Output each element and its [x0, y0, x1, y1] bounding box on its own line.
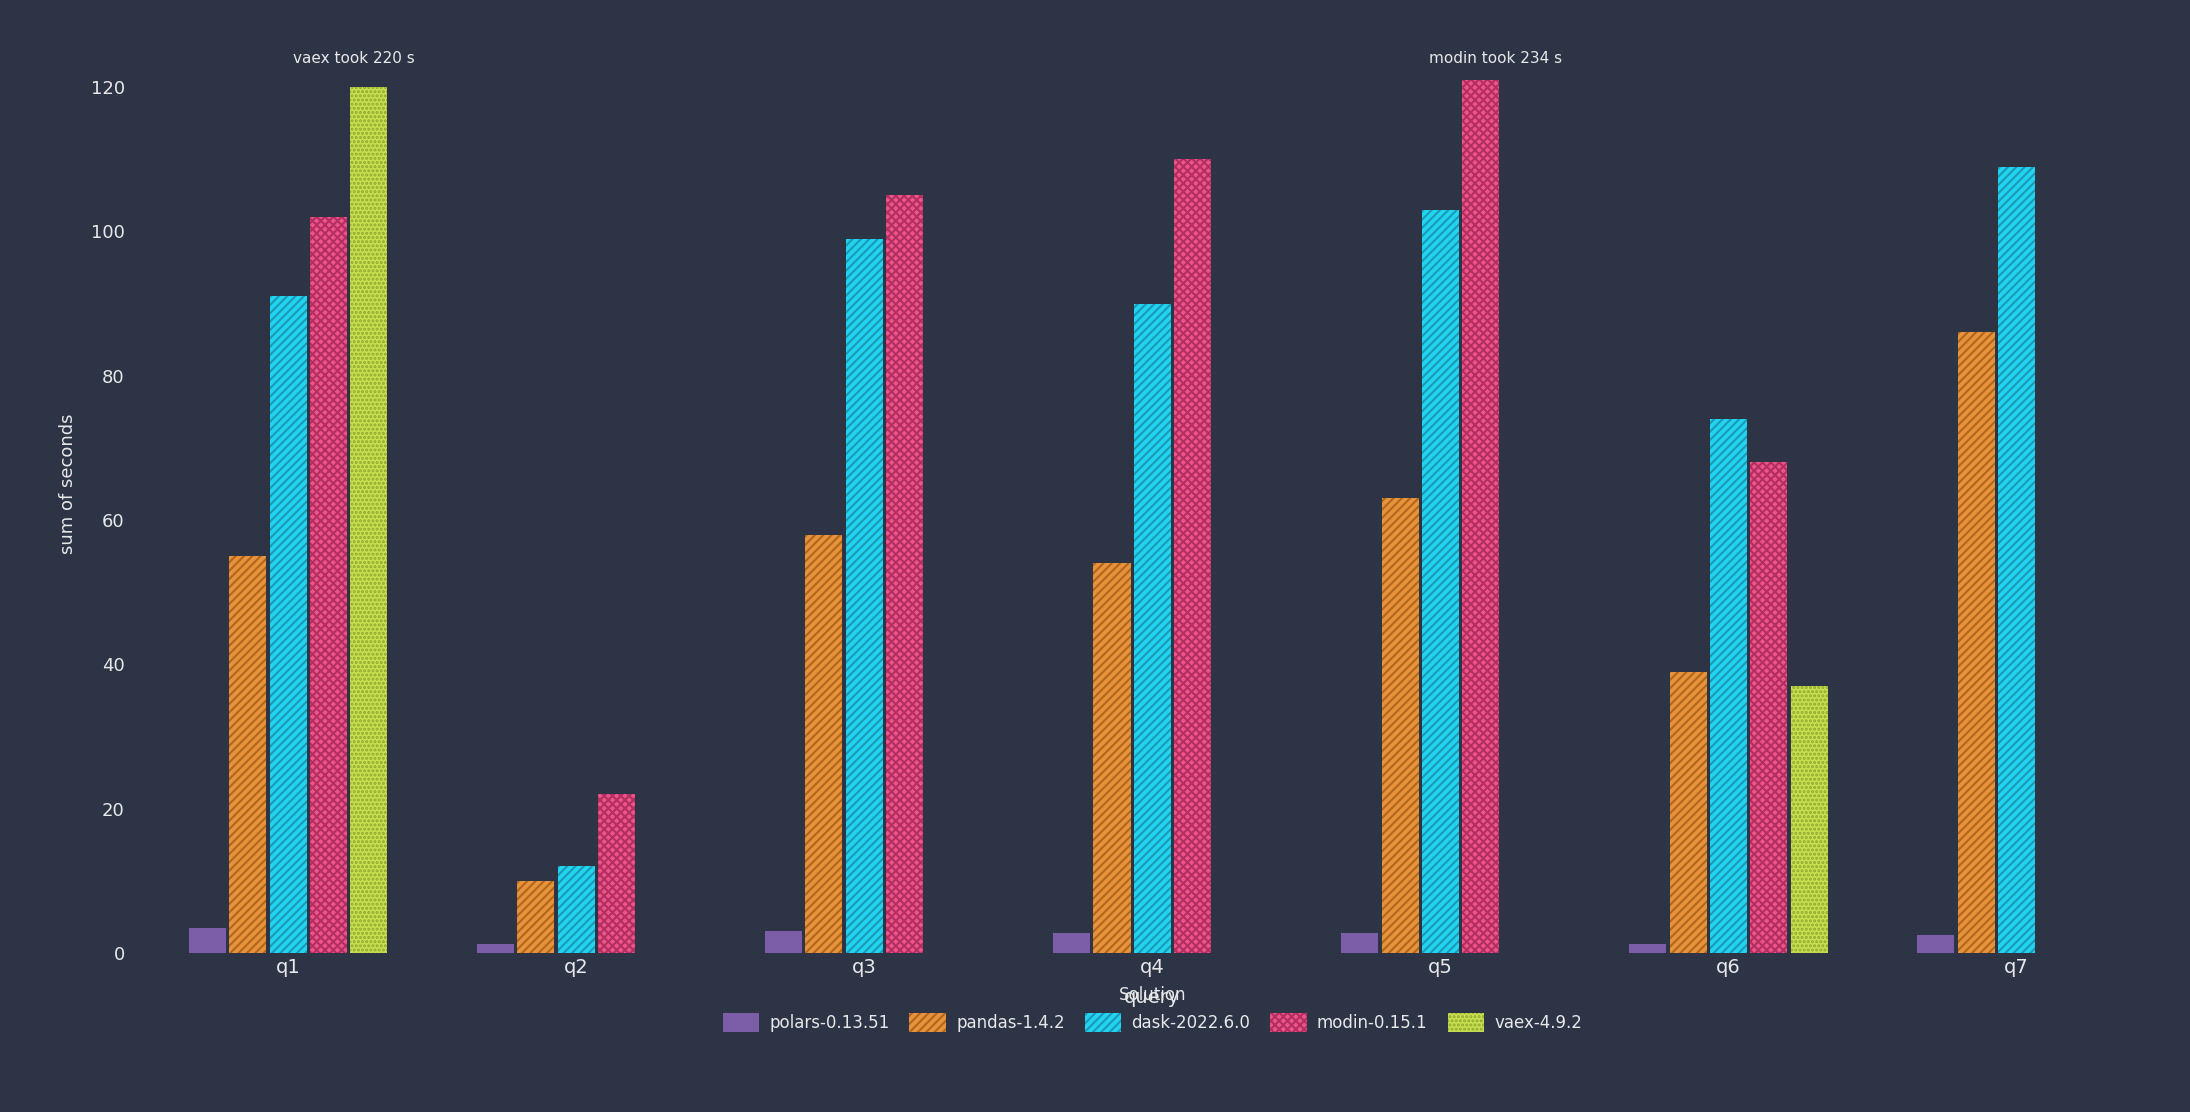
Text: modin took 234 s: modin took 234 s	[1428, 50, 1561, 66]
Bar	[598, 794, 635, 953]
Bar	[1669, 672, 1706, 953]
Bar	[1093, 564, 1130, 953]
Bar	[230, 556, 267, 953]
Bar	[845, 239, 883, 953]
Bar	[1710, 419, 1748, 953]
Bar	[1918, 935, 1953, 953]
Bar	[1134, 304, 1172, 953]
Bar	[1791, 686, 1829, 953]
Bar	[188, 927, 226, 953]
Bar	[1463, 80, 1500, 953]
Bar	[1053, 933, 1091, 953]
Bar	[764, 932, 802, 953]
Text: vaex took 220 s: vaex took 220 s	[293, 50, 416, 66]
Bar	[1958, 332, 1995, 953]
Bar	[477, 944, 515, 953]
Bar	[1997, 167, 2035, 953]
X-axis label: query: query	[1123, 987, 1180, 1007]
Bar	[1421, 210, 1459, 953]
Bar	[887, 196, 924, 953]
Legend: polars-0.13.51, pandas-1.4.2, dask-2022.6.0, modin-0.15.1, vaex-4.9.2: polars-0.13.51, pandas-1.4.2, dask-2022.…	[716, 980, 1588, 1039]
Bar	[806, 535, 843, 953]
Bar	[1750, 463, 1787, 953]
Bar	[517, 881, 554, 953]
Bar	[350, 87, 388, 953]
Y-axis label: sum of seconds: sum of seconds	[59, 414, 77, 554]
Bar	[1340, 933, 1378, 953]
Bar	[1629, 944, 1667, 953]
Bar	[558, 866, 596, 953]
Bar	[269, 297, 307, 953]
Bar	[1174, 159, 1211, 953]
Bar	[1382, 498, 1419, 953]
Bar	[311, 217, 346, 953]
